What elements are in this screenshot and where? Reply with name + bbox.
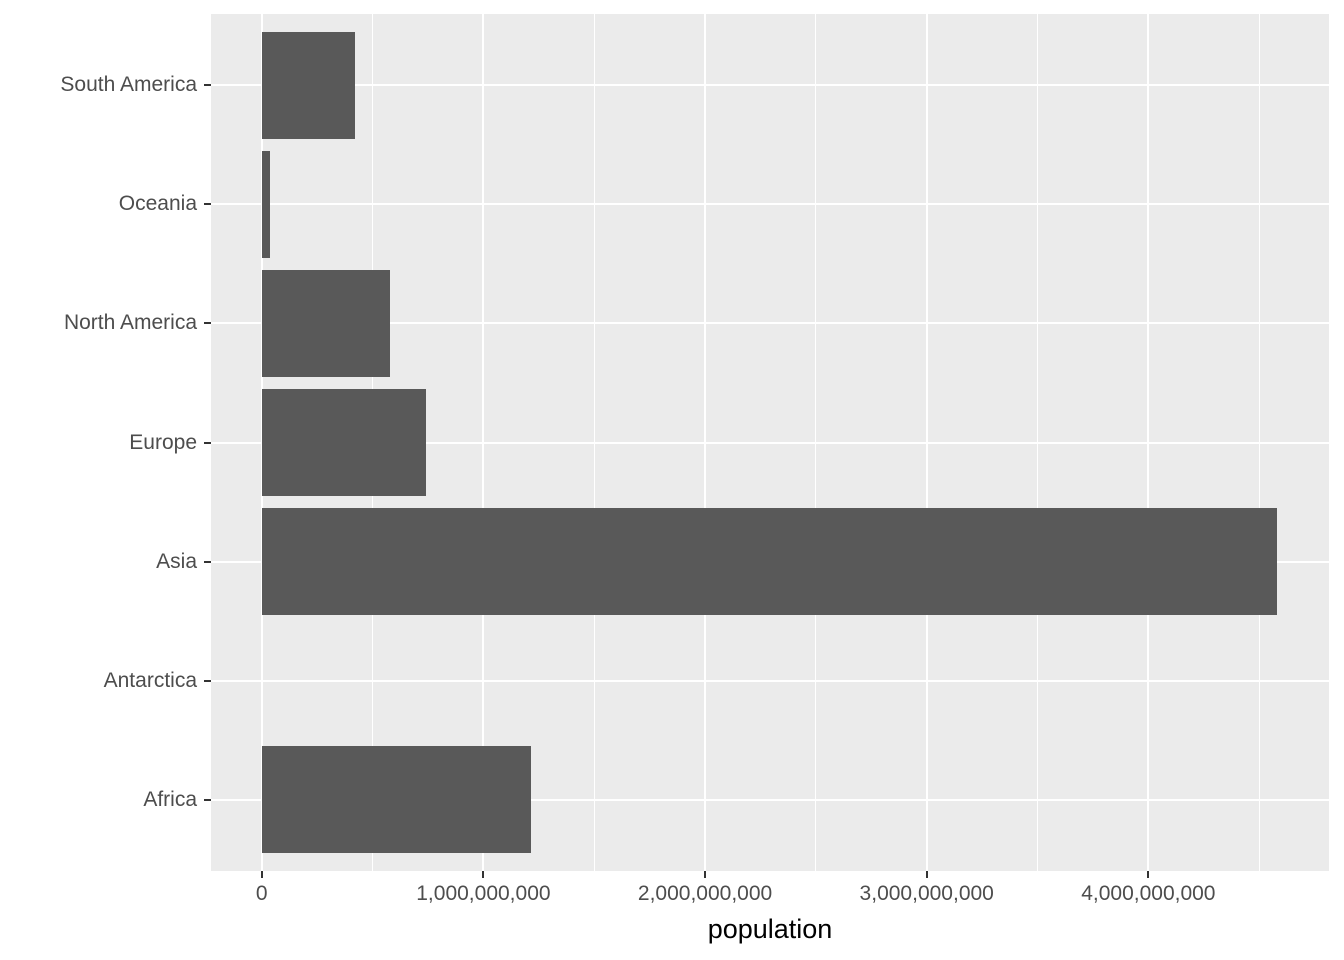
- y-tick-mark: [204, 203, 211, 206]
- y-tick-mark: [204, 679, 211, 682]
- y-tick-mark: [204, 798, 211, 801]
- plot-panel: [211, 14, 1329, 871]
- grid-major-horizontal: [211, 441, 1329, 444]
- grid-major-horizontal: [211, 203, 1329, 206]
- grid-major-horizontal: [211, 679, 1329, 682]
- y-tick-mark: [204, 560, 211, 563]
- bar-asia: [261, 507, 1278, 616]
- bar-south-america: [261, 31, 356, 139]
- x-tick-mark: [482, 871, 485, 878]
- y-tick-label-asia: Asia: [156, 549, 197, 573]
- grid-major-horizontal: [211, 798, 1329, 801]
- bar-europe: [261, 388, 426, 497]
- grid-major-horizontal: [211, 84, 1329, 87]
- y-tick-mark: [204, 84, 211, 87]
- grid-major-horizontal: [211, 322, 1329, 325]
- x-tick-mark: [704, 871, 707, 878]
- y-tick-label-oceania: Oceania: [118, 192, 197, 216]
- y-tick-label-africa: Africa: [143, 787, 197, 811]
- x-tick-mark: [1147, 871, 1150, 878]
- x-axis-title: population: [707, 914, 833, 944]
- y-tick-mark: [204, 322, 211, 325]
- bar-north-america: [261, 269, 391, 378]
- bar-africa: [261, 746, 532, 854]
- bar-oceania: [261, 150, 271, 258]
- x-tick-label: 1,000,000,000: [416, 882, 551, 905]
- y-tick-mark: [204, 441, 211, 444]
- x-tick-label: 2,000,000,000: [637, 882, 773, 905]
- x-tick-mark: [260, 871, 263, 878]
- x-tick-label: 0: [255, 882, 268, 905]
- x-tick-mark: [925, 871, 928, 878]
- x-tick-label: 4,000,000,000: [1081, 882, 1216, 905]
- y-tick-label-europe: Europe: [129, 430, 197, 454]
- y-tick-label-north-america: North America: [63, 311, 197, 335]
- y-tick-label-antarctica: Antarctica: [103, 668, 197, 692]
- y-tick-label-south-america: South America: [60, 73, 197, 97]
- x-tick-label: 3,000,000,000: [859, 882, 994, 905]
